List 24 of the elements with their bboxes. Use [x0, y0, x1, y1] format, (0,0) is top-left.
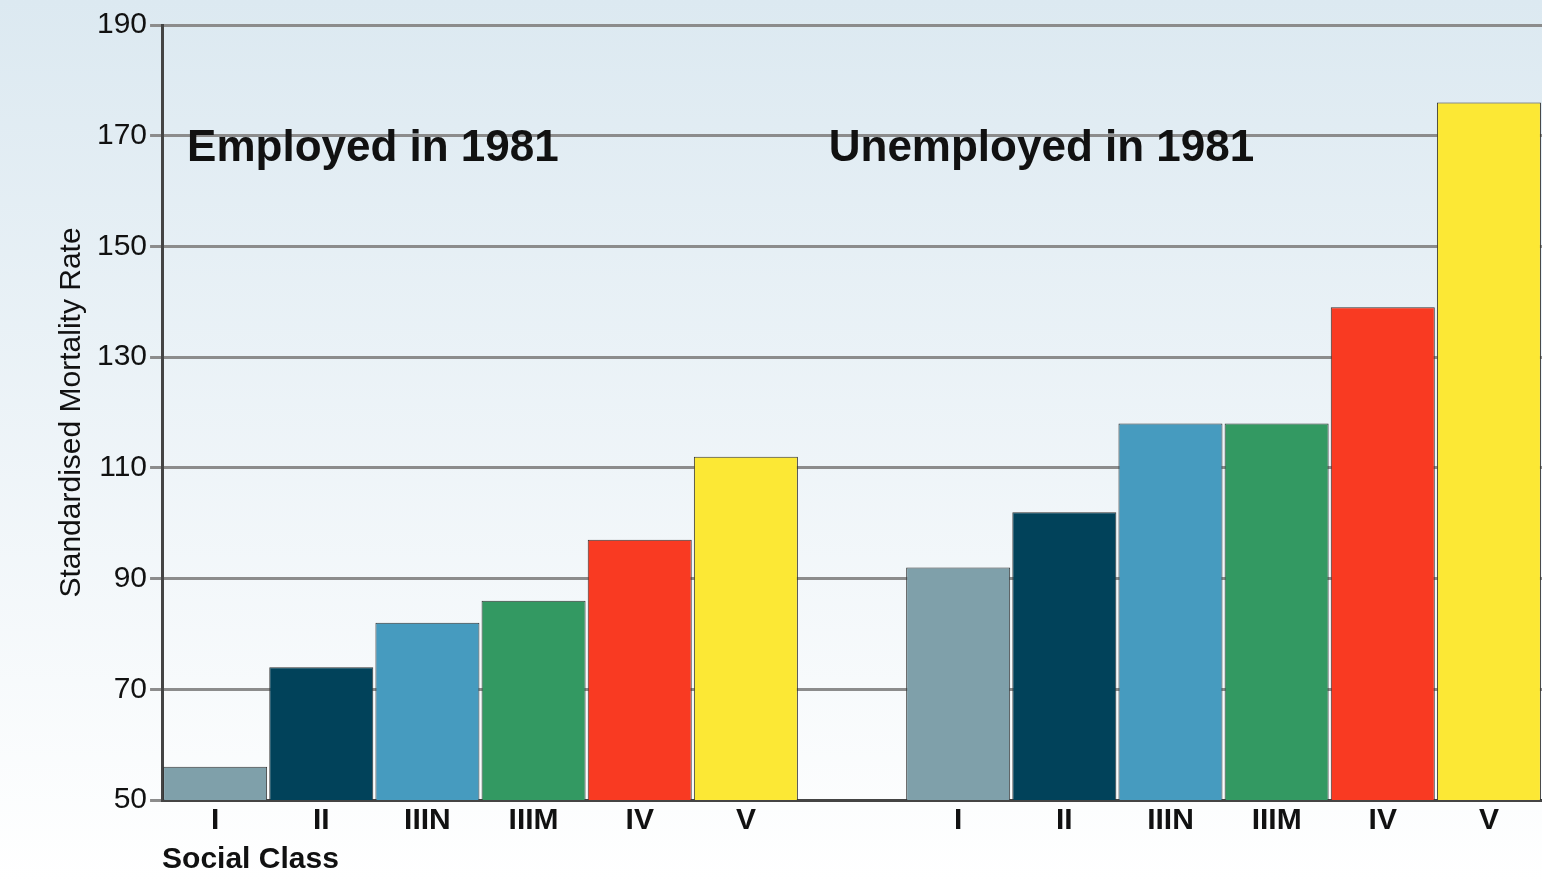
y-tick-label: 150 — [96, 227, 148, 261]
y-tick-label: 90 — [113, 559, 148, 593]
y-axis-title: Standardised Mortality Rate — [53, 227, 87, 598]
x-tick-label: II — [1055, 802, 1073, 836]
x-tick-label: IIIN — [404, 802, 451, 836]
x-tick-label: II — [312, 802, 330, 836]
x-tick-label: I — [210, 802, 220, 836]
y-tick-label: 70 — [113, 670, 148, 704]
x-tick-label: IV — [625, 802, 654, 836]
x-tick-label: I — [954, 802, 963, 836]
x-tick-label: IIIN — [1147, 802, 1194, 836]
y-tick-label: 190 — [96, 6, 148, 40]
y-tick-label: 110 — [99, 449, 148, 483]
x-tick-label: IV — [1368, 802, 1397, 836]
annotation: Employed in 1981 — [187, 121, 559, 171]
y-tick-label: 170 — [96, 116, 148, 150]
annotation: Unemployed in 1981 — [828, 121, 1255, 171]
y-tick-label: 50 — [113, 781, 148, 815]
x-axis-title: Social Class — [162, 841, 339, 875]
y-tick-label: 130 — [96, 338, 148, 372]
x-tick-label: IIIM — [1251, 802, 1302, 836]
x-tick-label: IIIM — [508, 802, 559, 836]
x-tick-label: V — [1478, 802, 1499, 836]
x-tick-label: V — [735, 802, 756, 836]
